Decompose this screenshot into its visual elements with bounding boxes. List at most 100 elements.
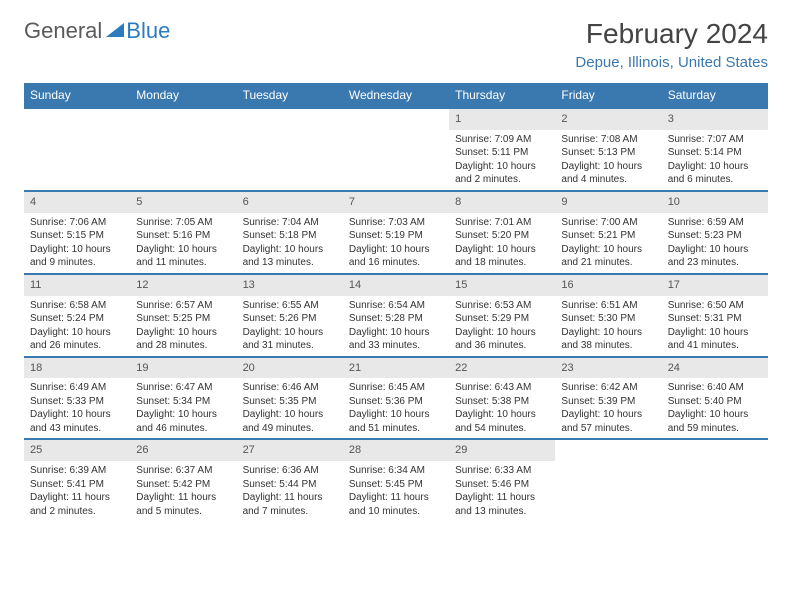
sunset-text: Sunset: 5:21 PM (561, 229, 655, 243)
sunrise-text: Sunrise: 6:39 AM (30, 464, 124, 478)
calendar-day-cell: 5Sunrise: 7:05 AMSunset: 5:16 PMDaylight… (130, 191, 236, 274)
calendar-day-cell: 28Sunrise: 6:34 AMSunset: 5:45 PMDayligh… (343, 439, 449, 521)
calendar-day-cell (343, 108, 449, 191)
day-number: 13 (237, 275, 343, 296)
daylight-text: Daylight: 10 hours and 43 minutes. (30, 408, 124, 435)
daylight-text: Daylight: 10 hours and 16 minutes. (349, 243, 443, 270)
sunrise-text: Sunrise: 6:58 AM (30, 299, 124, 313)
sunrise-text: Sunrise: 6:46 AM (243, 381, 337, 395)
daylight-text: Daylight: 10 hours and 13 minutes. (243, 243, 337, 270)
calendar-day-cell: 21Sunrise: 6:45 AMSunset: 5:36 PMDayligh… (343, 357, 449, 440)
daylight-text: Daylight: 11 hours and 5 minutes. (136, 491, 230, 518)
calendar-day-cell: 6Sunrise: 7:04 AMSunset: 5:18 PMDaylight… (237, 191, 343, 274)
day-number: 16 (555, 275, 661, 296)
sunrise-text: Sunrise: 6:59 AM (668, 216, 762, 230)
day-number: 22 (449, 358, 555, 379)
sunset-text: Sunset: 5:35 PM (243, 395, 337, 409)
sunrise-text: Sunrise: 7:08 AM (561, 133, 655, 147)
calendar-day-cell: 7Sunrise: 7:03 AMSunset: 5:19 PMDaylight… (343, 191, 449, 274)
calendar-day-cell: 3Sunrise: 7:07 AMSunset: 5:14 PMDaylight… (662, 108, 768, 191)
daylight-text: Daylight: 10 hours and 38 minutes. (561, 326, 655, 353)
calendar-week-row: 11Sunrise: 6:58 AMSunset: 5:24 PMDayligh… (24, 274, 768, 357)
day-number: 19 (130, 358, 236, 379)
sunrise-text: Sunrise: 7:05 AM (136, 216, 230, 230)
day-number: 17 (662, 275, 768, 296)
sunset-text: Sunset: 5:18 PM (243, 229, 337, 243)
calendar-day-cell: 26Sunrise: 6:37 AMSunset: 5:42 PMDayligh… (130, 439, 236, 521)
calendar-week-row: 18Sunrise: 6:49 AMSunset: 5:33 PMDayligh… (24, 357, 768, 440)
calendar-day-cell: 22Sunrise: 6:43 AMSunset: 5:38 PMDayligh… (449, 357, 555, 440)
day-number: 28 (343, 440, 449, 461)
day-number: 7 (343, 192, 449, 213)
sunrise-text: Sunrise: 6:55 AM (243, 299, 337, 313)
day-details: Sunrise: 6:43 AMSunset: 5:38 PMDaylight:… (449, 378, 555, 438)
weekday-header: Wednesday (343, 83, 449, 108)
calendar-day-cell: 13 Sunrise: 6:55 AMSunset: 5:26 PMDayligh… (237, 274, 343, 357)
calendar-day-cell (662, 439, 768, 521)
sunrise-text: Sunrise: 6:54 AM (349, 299, 443, 313)
sunset-text: Sunset: 5:16 PM (136, 229, 230, 243)
daylight-text: Daylight: 10 hours and 28 minutes. (136, 326, 230, 353)
sunset-text: Sunset: 5:39 PM (561, 395, 655, 409)
sunrise-text: Sunrise: 7:03 AM (349, 216, 443, 230)
sunset-text: Sunset: 5:28 PM (349, 312, 443, 326)
day-details: Sunrise: 7:03 AMSunset: 5:19 PMDaylight:… (343, 213, 449, 273)
daylight-text: Daylight: 10 hours and 2 minutes. (455, 160, 549, 187)
calendar-day-cell: 11Sunrise: 6:58 AMSunset: 5:24 PMDayligh… (24, 274, 130, 357)
sunset-text: Sunset: 5:40 PM (668, 395, 762, 409)
day-details: Sunrise: 7:00 AMSunset: 5:21 PMDaylight:… (555, 213, 661, 273)
sunrise-text: Sunrise: 6:50 AM (668, 299, 762, 313)
day-details: Sunrise: 6:39 AMSunset: 5:41 PMDaylight:… (24, 461, 130, 521)
day-number: 20 (237, 358, 343, 379)
day-details: Sunrise: 6:54 AMSunset: 5:28 PMDaylight:… (343, 296, 449, 356)
sunrise-text: Sunrise: 6:57 AM (136, 299, 230, 313)
sunset-text: Sunset: 5:31 PM (668, 312, 762, 326)
daylight-text: Daylight: 10 hours and 33 minutes. (349, 326, 443, 353)
sunset-text: Sunset: 5:41 PM (30, 478, 124, 492)
day-number: 4 (24, 192, 130, 213)
day-details: Sunrise: 6:40 AMSunset: 5:40 PMDaylight:… (662, 378, 768, 438)
daylight-text: Daylight: 10 hours and 57 minutes. (561, 408, 655, 435)
sunrise-text: Sunrise: 7:09 AM (455, 133, 549, 147)
sunset-text: Sunset: 5:34 PM (136, 395, 230, 409)
calendar-day-cell: 23Sunrise: 6:42 AMSunset: 5:39 PMDayligh… (555, 357, 661, 440)
day-details: Sunrise: 6:46 AMSunset: 5:35 PMDaylight:… (237, 378, 343, 438)
calendar-day-cell: 12Sunrise: 6:57 AMSunset: 5:25 PMDayligh… (130, 274, 236, 357)
calendar-day-cell: 29Sunrise: 6:33 AMSunset: 5:46 PMDayligh… (449, 439, 555, 521)
daylight-text: Daylight: 10 hours and 36 minutes. (455, 326, 549, 353)
daylight-text: Daylight: 10 hours and 31 minutes. (243, 326, 337, 353)
daylight-text: Daylight: 10 hours and 23 minutes. (668, 243, 762, 270)
day-details: Sunrise: 7:04 AMSunset: 5:18 PMDaylight:… (237, 213, 343, 273)
sunset-text: Sunset: 5:11 PM (455, 146, 549, 160)
sunset-text: Sunset: 5:23 PM (668, 229, 762, 243)
day-number: 12 (130, 275, 236, 296)
sunrise-text: Sunrise: 6:40 AM (668, 381, 762, 395)
sunrise-text: Sunrise: 6:47 AM (136, 381, 230, 395)
daylight-text: Daylight: 10 hours and 11 minutes. (136, 243, 230, 270)
sunset-text: Sunset: 5:19 PM (349, 229, 443, 243)
calendar-day-cell: 1 Sunrise: 7:09 AMSunset: 5:11 PMDaylight… (449, 108, 555, 191)
sunset-text: Sunset: 5:13 PM (561, 146, 655, 160)
daylight-text: Daylight: 10 hours and 59 minutes. (668, 408, 762, 435)
sunrise-text: Sunrise: 6:42 AM (561, 381, 655, 395)
calendar-day-cell (555, 439, 661, 521)
day-number: 29 (449, 440, 555, 461)
daylight-text: Daylight: 10 hours and 41 minutes. (668, 326, 762, 353)
day-number: 27 (237, 440, 343, 461)
weekday-header: Monday (130, 83, 236, 108)
day-details: Sunrise: 7:08 AMSunset: 5:13 PMDaylight:… (555, 130, 661, 190)
daylight-text: Daylight: 10 hours and 18 minutes. (455, 243, 549, 270)
calendar-day-cell: 10Sunrise: 6:59 AMSunset: 5:23 PMDayligh… (662, 191, 768, 274)
day-details: Sunrise: 6:45 AMSunset: 5:36 PMDaylight:… (343, 378, 449, 438)
daylight-text: Daylight: 10 hours and 4 minutes. (561, 160, 655, 187)
day-number: 11 (24, 275, 130, 296)
day-details: Sunrise: 6:58 AMSunset: 5:24 PMDaylight:… (24, 296, 130, 356)
calendar-day-cell (24, 108, 130, 191)
sunset-text: Sunset: 5:26 PM (243, 312, 337, 326)
day-number: 1 (449, 109, 555, 130)
page-title: February 2024 (575, 18, 768, 50)
sunset-text: Sunset: 5:24 PM (30, 312, 124, 326)
sunrise-text: Sunrise: 6:36 AM (243, 464, 337, 478)
calendar-body: 1Sunrise: 7:09 AMSunset: 5:11 PMDaylight… (24, 108, 768, 521)
day-number: 3 (662, 109, 768, 130)
